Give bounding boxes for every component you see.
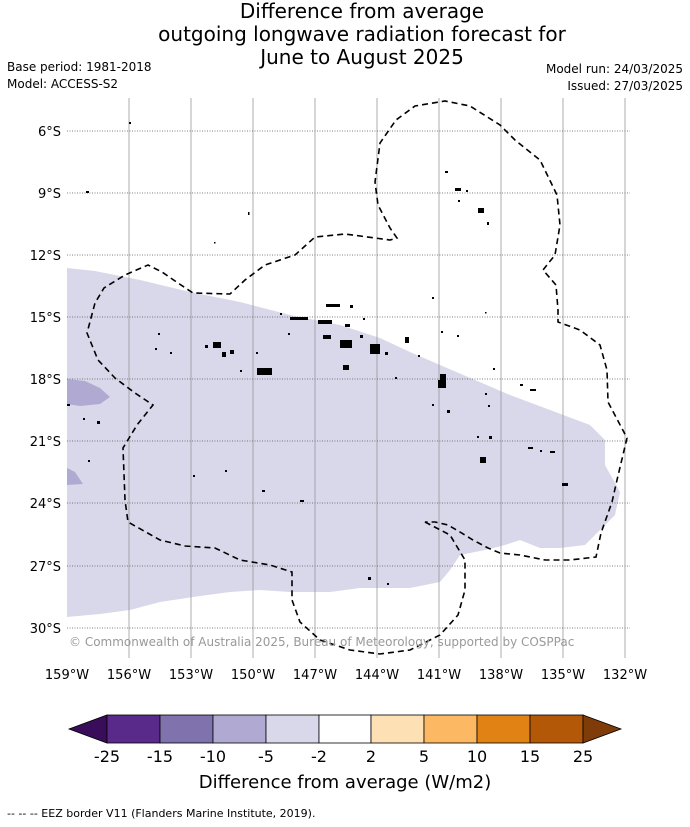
title-line-1: Difference from average	[239, 0, 485, 23]
colorbar-tick: 15	[520, 747, 540, 766]
colorbar-tick: -25	[94, 747, 120, 766]
lon-label: 138°W	[479, 668, 523, 683]
meta-left: Base period: 1981-2018 Model: ACCESS-S2	[7, 59, 152, 93]
model-name: Model: ACCESS-S2	[7, 77, 119, 91]
colorbar	[67, 714, 623, 744]
colorbar-tick: -10	[200, 747, 226, 766]
lon-label: 159°W	[45, 668, 89, 683]
title-line-3: June to August 2025	[260, 45, 464, 69]
lon-label: 150°W	[231, 668, 275, 683]
colorbar-tick: 2	[366, 747, 376, 766]
colorbar-segment	[318, 714, 372, 744]
colorbar-segment	[265, 714, 320, 744]
colorbar-tick: 25	[573, 747, 593, 766]
title-line-2: outgoing longwave radiation forecast for	[158, 22, 566, 46]
lat-label: 18°S	[30, 373, 61, 388]
map-gridlines	[128, 98, 626, 658]
lat-label: 15°S	[30, 311, 61, 326]
longitude-labels: 159°W 156°W 153°W 150°W 147°W 144°W 141°…	[45, 668, 647, 683]
lat-label: 24°S	[30, 497, 61, 512]
anomaly-region-light	[67, 268, 620, 617]
colorbar-segment	[529, 714, 584, 744]
colorbar-segment	[476, 714, 531, 744]
colorbar-max-arrow	[582, 714, 623, 744]
lat-label: 6°S	[38, 125, 61, 140]
lat-label: 21°S	[30, 435, 61, 450]
map-area: © Commonwealth of Australia 2025, Bureau…	[67, 98, 630, 658]
colorbar-segment	[212, 714, 267, 744]
lon-label: 156°W	[107, 668, 151, 683]
anomaly-region-medium	[67, 379, 110, 406]
copyright-text: © Commonwealth of Australia 2025, Bureau…	[69, 635, 574, 649]
lon-label: 141°W	[417, 668, 461, 683]
model-run: Model run: 24/03/2025	[545, 62, 683, 76]
lon-label: 147°W	[293, 668, 337, 683]
lon-label: 135°W	[541, 668, 585, 683]
colorbar-segment	[106, 714, 161, 744]
lon-label: 153°W	[169, 668, 213, 683]
eez-border	[86, 100, 628, 655]
colorbar-segment	[423, 714, 478, 744]
lon-label: 144°W	[355, 668, 399, 683]
anomaly-region-medium	[67, 468, 83, 485]
colorbar-segment	[159, 714, 214, 744]
lon-label: 132°W	[603, 668, 647, 683]
colorbar-tick: -2	[311, 747, 327, 766]
colorbar-tick: 10	[467, 747, 487, 766]
colorbar-segment	[370, 714, 425, 744]
issued-date: Issued: 27/03/2025	[567, 79, 683, 93]
colorbar-label: Difference from average (W/m2)	[199, 772, 491, 793]
colorbar-min-arrow	[67, 714, 108, 744]
lat-label: 12°S	[30, 249, 61, 264]
lat-label: 27°S	[30, 560, 61, 575]
map-title: Difference from average outgoing longwav…	[0, 0, 690, 69]
colorbar-tick: 5	[419, 747, 429, 766]
island-markers	[67, 122, 568, 585]
footer-legend: -- -- -- EEZ border V11 (Flanders Marine…	[7, 807, 316, 820]
meta-right: Model run: 24/03/2025 Issued: 27/03/2025	[546, 61, 683, 95]
colorbar-ticks: -25 -15 -10 -5 -2 2 5 10 15 25	[94, 747, 593, 766]
lat-label: 30°S	[30, 622, 61, 637]
colorbar-tick: -5	[258, 747, 274, 766]
base-period: Base period: 1981-2018	[7, 60, 152, 74]
colorbar-tick: -15	[147, 747, 173, 766]
latitude-labels: 6°S 9°S 12°S 15°S 18°S 21°S 24°S 27°S 30…	[30, 125, 61, 637]
lat-label: 9°S	[38, 187, 61, 202]
